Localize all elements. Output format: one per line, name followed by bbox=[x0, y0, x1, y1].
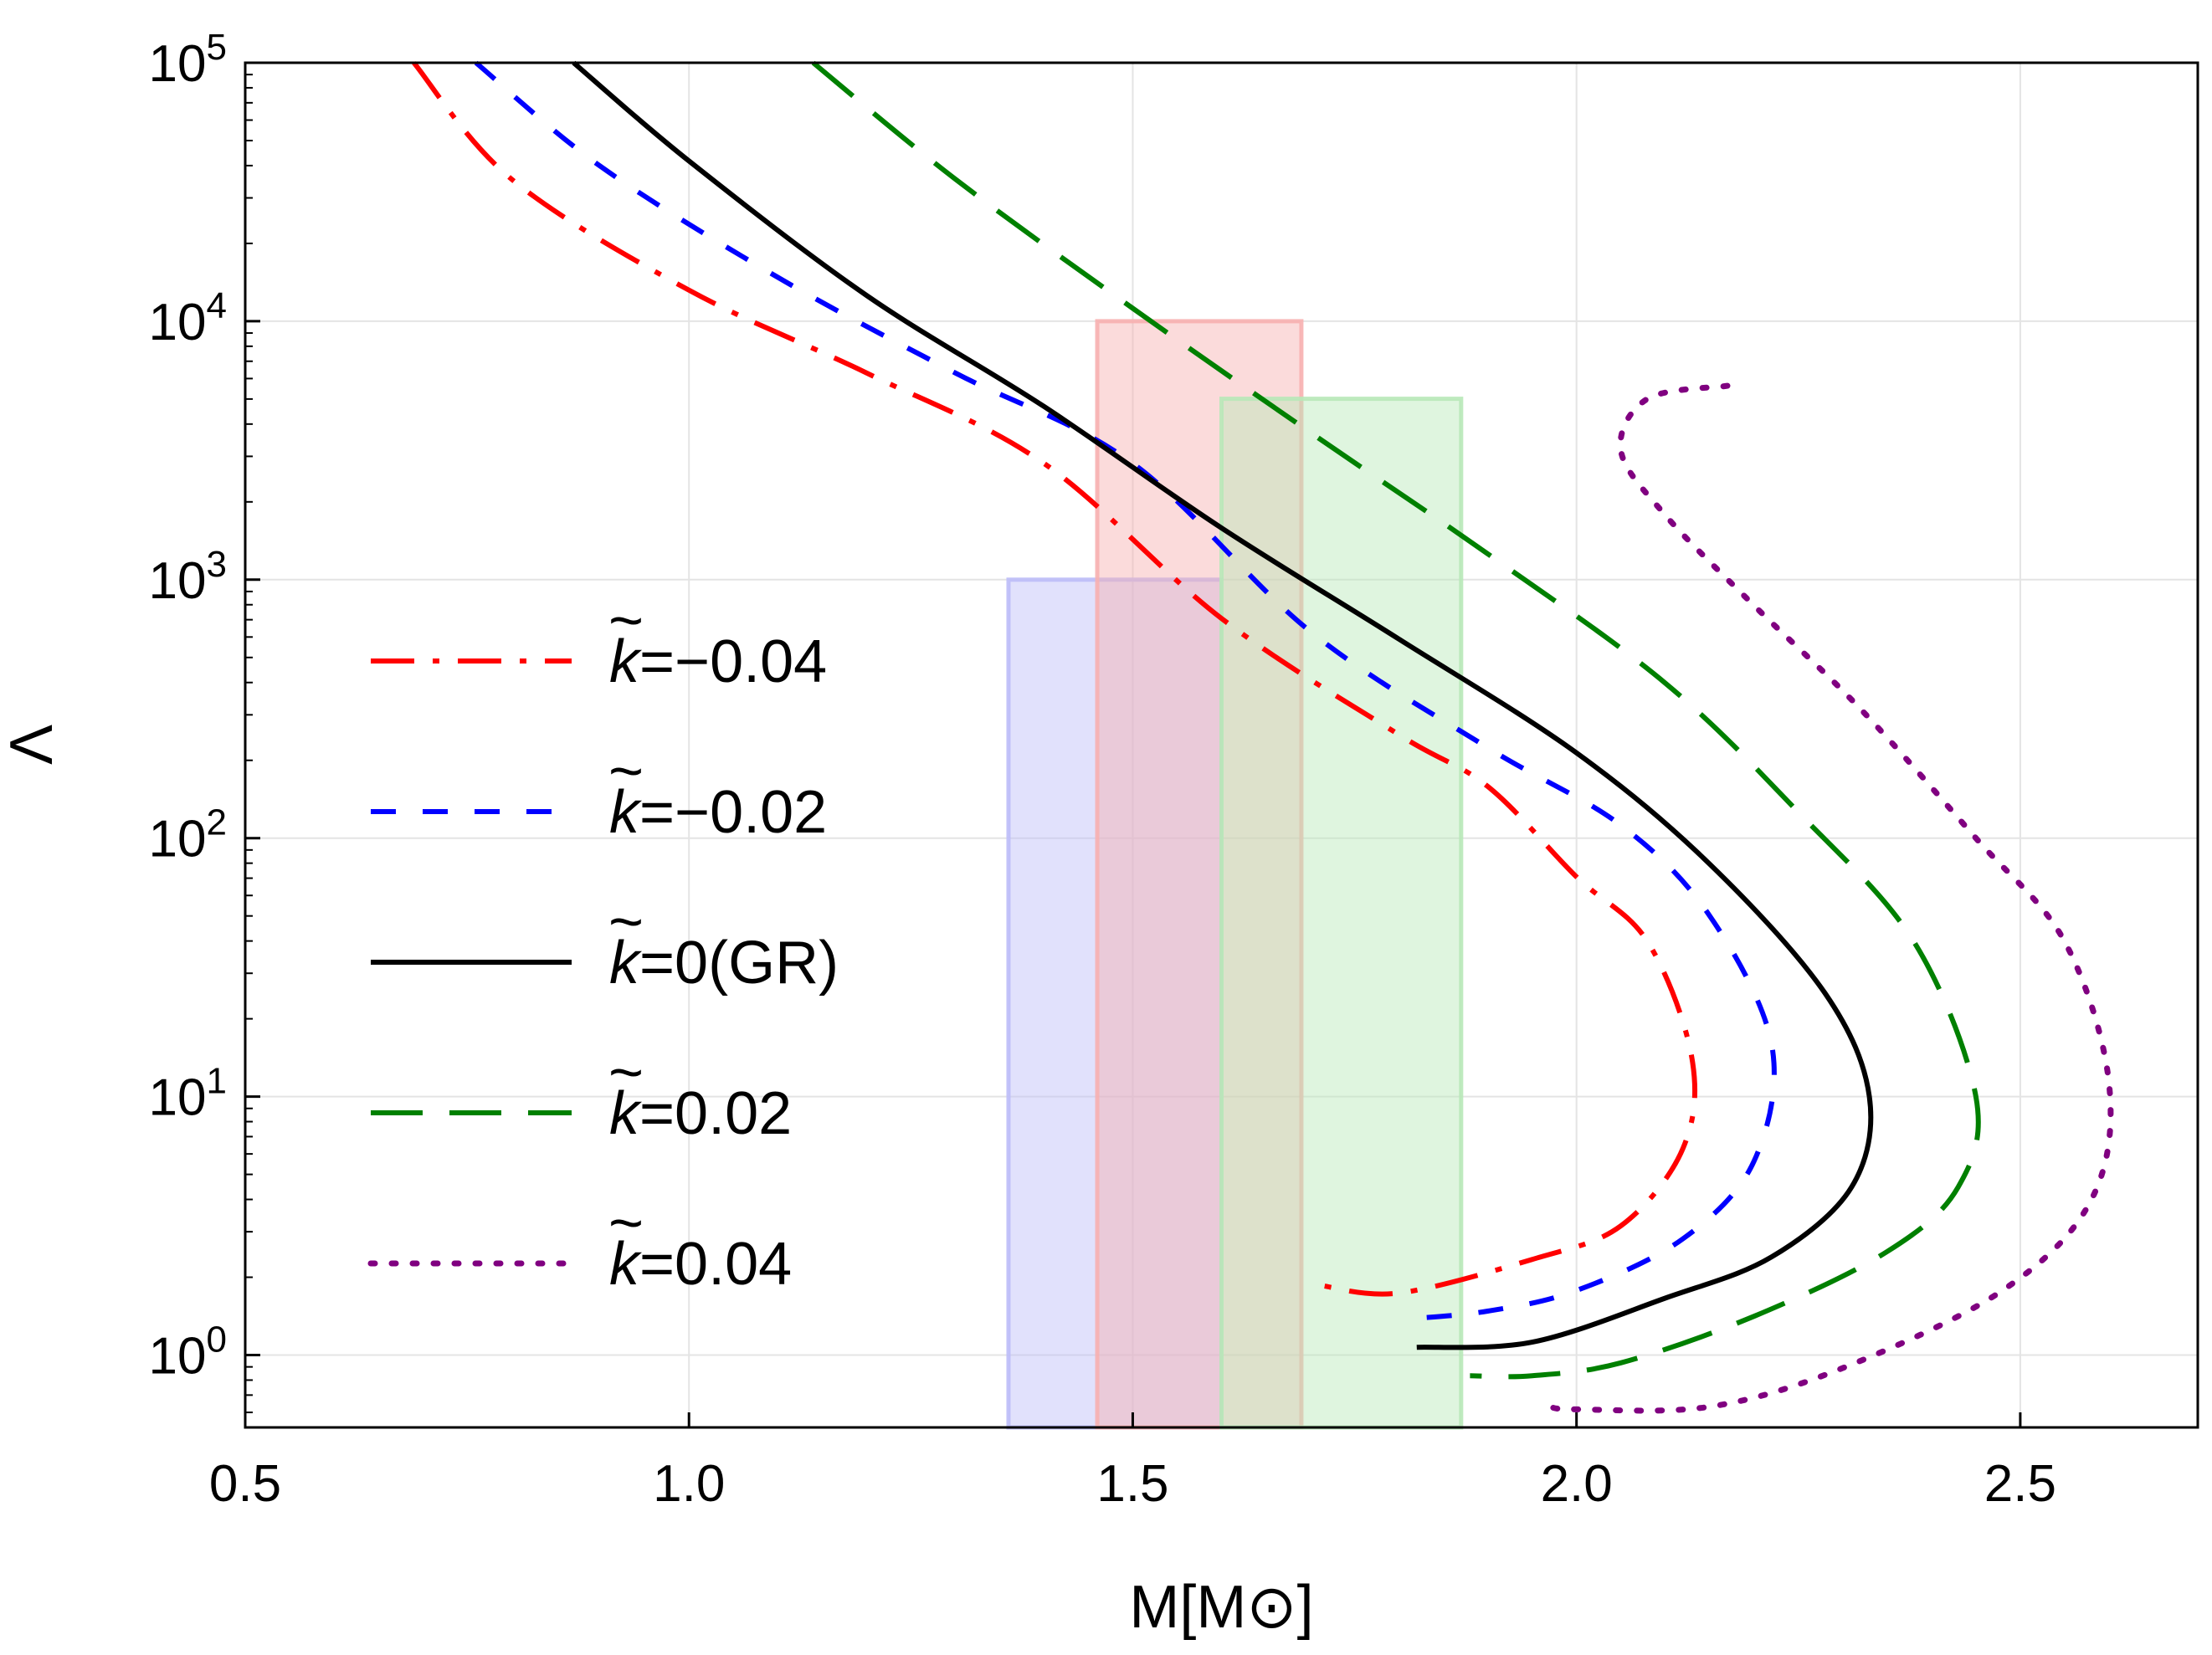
y-axis-title: Λ bbox=[0, 725, 65, 765]
y-tick-label: 102 bbox=[149, 802, 227, 868]
legend-label-k=0(GR): k=0(GR) bbox=[609, 930, 839, 997]
series-line-k=0.04 bbox=[1547, 382, 2114, 1414]
legend-label-k=0.02: k=0.02 bbox=[609, 1080, 792, 1147]
y-tick-label: 100 bbox=[149, 1319, 227, 1386]
bands bbox=[1006, 319, 1464, 1430]
plot-frame bbox=[244, 61, 2199, 1429]
legend-tilde: ~ bbox=[608, 889, 644, 956]
legend-tilde: ~ bbox=[608, 1039, 644, 1106]
y-tick-label: 101 bbox=[149, 1061, 227, 1127]
x-tick-label: 1.0 bbox=[653, 1455, 725, 1513]
series-lines bbox=[412, 60, 2114, 1414]
x-tick-label: 2.0 bbox=[1541, 1455, 1613, 1513]
y-tick-label: 104 bbox=[149, 285, 227, 351]
y-tick-label: 103 bbox=[149, 544, 227, 610]
x-axis-ticks: 0.5 1.0 1.5 2.0 2.5 bbox=[209, 1412, 2056, 1513]
series-line-k=0.02 bbox=[811, 60, 1981, 1380]
x-tick-label: 0.5 bbox=[209, 1455, 281, 1513]
y-axis-ticks: 100 101 102 103 104 105 bbox=[149, 27, 260, 1414]
x-axis-title: M[M⊙] bbox=[1129, 1574, 1313, 1641]
x-tick-label: 1.5 bbox=[1096, 1455, 1168, 1513]
legend-label-k=-0.04: k=−0.04 bbox=[609, 628, 827, 695]
x-tick-label: 2.5 bbox=[1984, 1455, 2056, 1513]
legend: k=−0.04~k=−0.02~k=0(GR)~k=0.02~k=0.04~ bbox=[367, 587, 839, 1298]
series-line-k=-0.02 bbox=[474, 60, 1777, 1322]
legend-tilde: ~ bbox=[608, 587, 644, 654]
y-tick-label: 105 bbox=[149, 27, 227, 93]
legend-label-k=-0.02: k=−0.02 bbox=[609, 779, 827, 846]
green-band bbox=[1219, 397, 1464, 1430]
legend-label-k=0.04: k=0.04 bbox=[609, 1231, 792, 1298]
red-band bbox=[1095, 319, 1304, 1430]
series-line-k=-0.04 bbox=[412, 61, 1698, 1297]
series-line-k=0(GR) bbox=[572, 60, 1874, 1350]
legend-tilde: ~ bbox=[608, 1190, 644, 1257]
legend-tilde: ~ bbox=[608, 738, 644, 805]
